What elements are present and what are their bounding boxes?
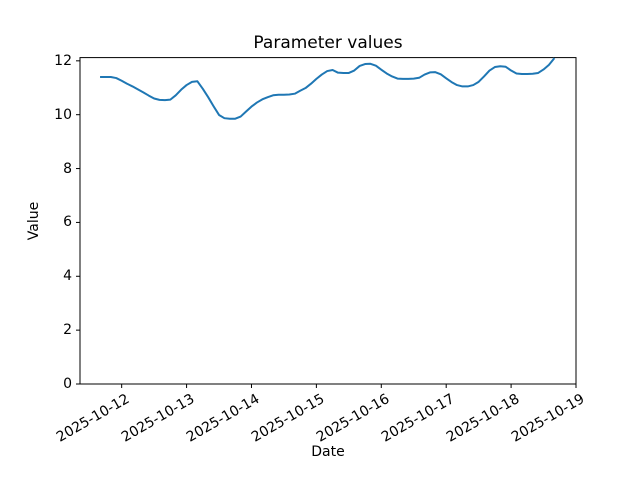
y-tick-label: 6	[63, 214, 72, 231]
data-line-series	[100, 57, 556, 120]
y-tick-label: 2	[63, 322, 72, 339]
y-tick-label: 0	[63, 376, 72, 392]
chart-title: Parameter values	[253, 33, 403, 53]
x-axis-label: Date	[311, 444, 345, 460]
y-tick-label: 8	[63, 160, 72, 177]
y-tick-label: 10	[54, 106, 72, 123]
y-tick-label: 4	[63, 268, 72, 285]
y-tick-label: 12	[54, 52, 72, 69]
axes-spines	[79, 57, 577, 385]
